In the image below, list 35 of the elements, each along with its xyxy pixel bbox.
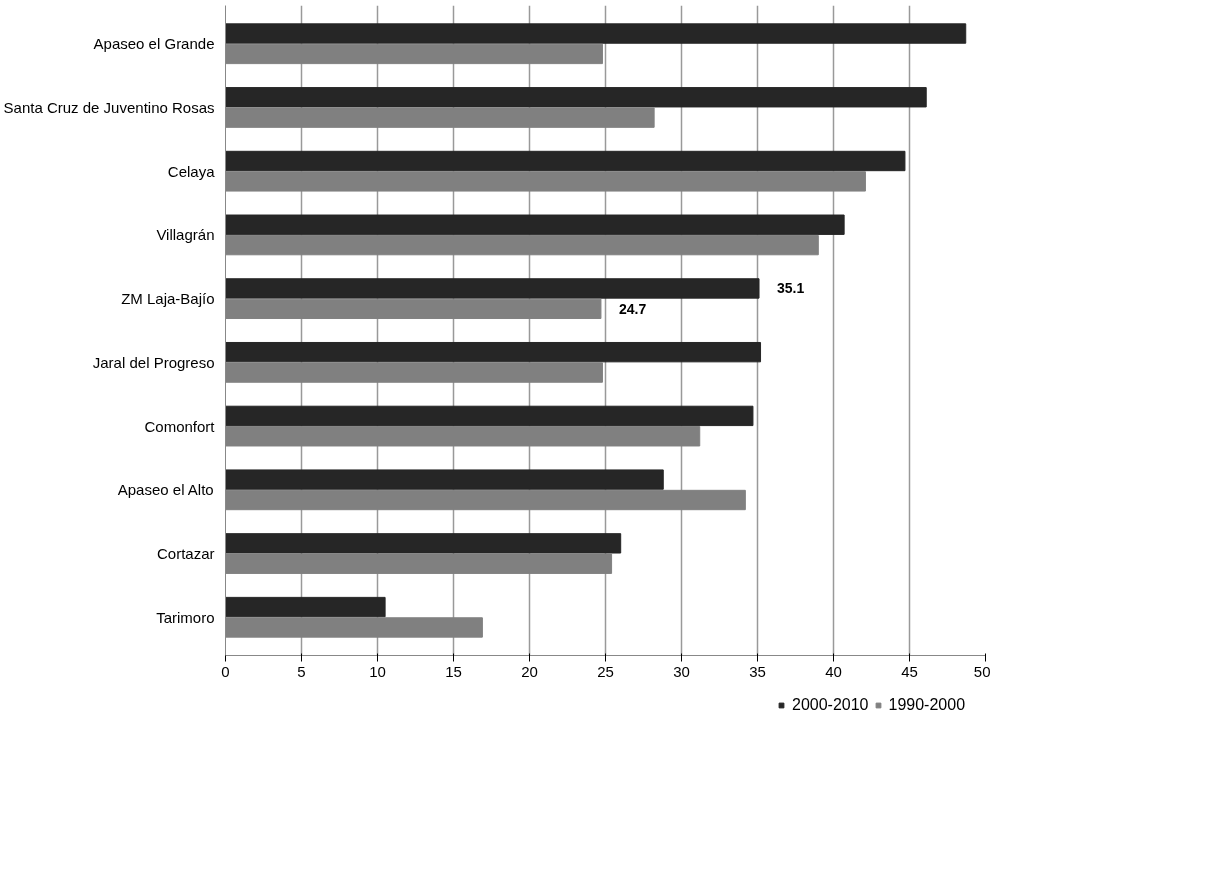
x-tick-label: 5 [297, 662, 306, 680]
data-label: 24.7 [618, 300, 647, 317]
x-tick-label: 0 [221, 662, 230, 680]
y-tick-label: ZM Laja-Bajío [121, 290, 215, 308]
bar [225, 278, 760, 299]
y-tick-label: Santa Cruz de Juventino Rosas [3, 98, 215, 116]
legend-label: 2000-2010 [792, 696, 869, 714]
bar [225, 150, 906, 172]
x-tick-label: 30 [673, 662, 690, 680]
bar [225, 214, 845, 235]
x-tick-label: 25 [597, 662, 614, 680]
bar [225, 469, 664, 490]
bar [225, 405, 754, 427]
y-tick-label: Cortazar [156, 545, 215, 563]
bar [225, 87, 927, 108]
bar [225, 341, 762, 363]
y-tick-label: Celaya [167, 162, 216, 180]
y-tick-label: Villagrán [156, 226, 215, 244]
bar [225, 533, 622, 554]
bar [225, 596, 386, 618]
y-tick-label: Apaseo el Alto [117, 481, 214, 499]
x-tick-label: 10 [369, 662, 386, 680]
x-tick-label: 35 [749, 662, 766, 680]
bar [225, 23, 967, 44]
legend-label: 1990-2000 [888, 696, 966, 714]
x-tick-label: 45 [901, 662, 918, 680]
y-tick-label: Jaral del Progreso [92, 353, 215, 371]
y-tick-label: Comonfort [144, 417, 216, 435]
x-tick-label: 40 [825, 662, 842, 680]
y-tick-label: Apaseo el Grande [93, 35, 215, 53]
x-tick-label: 50 [973, 662, 991, 680]
y-tick-label: Tarimoro [156, 608, 215, 626]
x-tick-label: 20 [521, 662, 538, 680]
data-label: 35.1 [777, 280, 805, 297]
x-tick-label: 15 [445, 662, 462, 680]
